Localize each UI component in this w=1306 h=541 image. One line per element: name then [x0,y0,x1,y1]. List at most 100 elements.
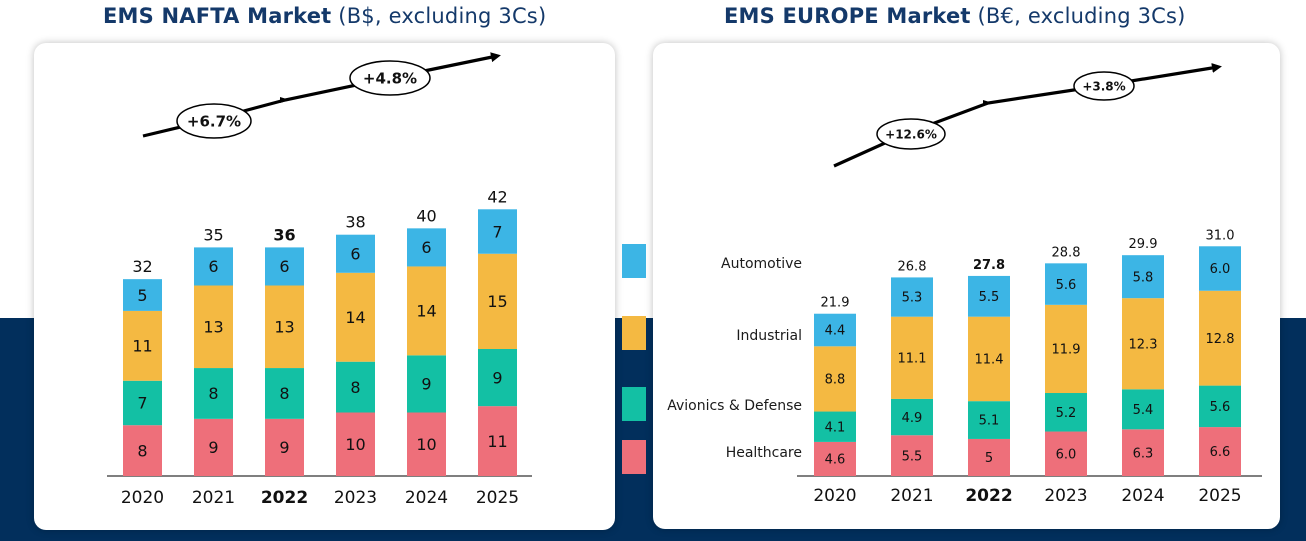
chart1-value-label: 5.3 [902,291,923,306]
chart0-growth-bubble [176,103,252,139]
chart0-value-label: 9 [208,438,218,457]
chart0-bar-healthcare-2022 [265,418,304,476]
chart1-bar-avionics-2025 [1199,385,1241,428]
chart0-bar-industrial-2023 [336,272,375,362]
chart0-value-label: 11 [132,337,152,356]
chart1-value-label: 6.3 [1133,446,1154,461]
chart0-value-label: 10 [416,435,436,454]
chart0-value-label: 7 [137,394,147,413]
chart1-bar-automotive-2024 [1122,255,1164,299]
chart0-value-label: 9 [279,438,289,457]
chart0-bar-industrial-2022 [265,285,304,369]
chart1-value-label: 4.9 [902,411,923,426]
chart1-tick-label: 2023 [1044,486,1087,506]
chart0-value-label: 15 [487,292,507,311]
chart1-bar-healthcare-2020 [814,441,856,476]
nafta-chart-title: EMS NAFTA Market (B$, excluding 3Cs) [103,4,547,28]
chart0-total-label: 32 [132,257,152,276]
chart1-bar-healthcare-2025 [1199,427,1241,476]
legend-label-industrial: Industrial [736,328,802,344]
chart1-growth-arrow [833,63,1222,168]
chart0-value-label: 8 [279,384,289,403]
chart1-bar-industrial-2025 [1199,290,1241,386]
chart0-bar-industrial-2021 [194,285,233,369]
chart1-bar-avionics-2021 [891,398,933,436]
chart0-bar-healthcare-2020 [123,425,162,476]
legend-swatch-automotive [622,244,646,278]
chart0-value-label: 14 [345,308,365,327]
chart1-bar-automotive-2023 [1045,263,1087,305]
chart1-total-label: 31.0 [1206,228,1235,243]
chart0-bar-healthcare-2021 [194,418,233,476]
chart0-bar-avionics-2022 [265,368,304,419]
chart1-tick-label: 2021 [890,486,933,506]
chart0-bar-avionics-2020 [123,380,162,426]
chart1-bar-automotive-2025 [1199,246,1241,291]
chart1-tick-label: 2024 [1121,486,1164,506]
chart0-tick-label: 2023 [334,488,377,508]
chart0-bar-industrial-2025 [478,253,517,349]
chart1-growth-label: +12.6% [885,127,937,141]
chart1-value-label: 5.6 [1210,400,1231,415]
chart0-bar-automotive-2024 [407,228,446,267]
chart1-total-label: 26.8 [898,259,927,274]
chart0-total-label: 35 [203,225,223,244]
chart0-value-label: 6 [279,257,289,276]
chart1-bar-avionics-2020 [814,411,856,442]
chart0-value-label: 6 [421,238,431,257]
chart1-total-label: 21.9 [821,296,850,311]
chart0-value-label: 11 [487,432,507,451]
chart0-value-label: 13 [203,318,223,337]
chart1-tick-label: 2022 [965,486,1012,506]
chart0-growth-label: +6.7% [187,112,241,130]
chart1-bar-healthcare-2022 [968,438,1010,476]
chart0-value-label: 7 [492,222,502,241]
chart0-value-label: 5 [137,286,147,305]
chart1-value-label: 4.1 [825,420,846,435]
chart0-value-label: 6 [350,245,360,264]
chart1-value-label: 4.4 [825,324,846,339]
chart1-value-label: 6.0 [1210,262,1231,277]
chart1-value-label: 6.0 [1056,447,1077,462]
chart1-bar-automotive-2020 [814,313,856,347]
chart0-tick-label: 2020 [121,488,164,508]
chart0-bar-automotive-2025 [478,209,517,254]
chart1-value-label: 5.6 [1056,278,1077,293]
chart1-tick-label: 2025 [1198,486,1241,506]
chart1-bar-industrial-2023 [1045,304,1087,394]
chart1-value-label: 5.4 [1133,403,1154,418]
chart1-tick-label: 2020 [813,486,856,506]
chart0-tick-label: 2025 [476,488,519,508]
chart0-bar-automotive-2023 [336,234,375,273]
legend-label-avionics: Avionics & Defense [667,398,802,414]
europe-chart-card [653,43,1280,529]
chart1-value-label: 6.6 [1210,445,1231,460]
chart1-bar-avionics-2022 [968,401,1010,439]
chart0-tick-label: 2021 [192,488,235,508]
chart1-bar-healthcare-2023 [1045,431,1087,476]
chart1-bar-automotive-2022 [968,275,1010,317]
chart0-tick-label: 2024 [405,488,448,508]
chart0-bar-avionics-2023 [336,361,375,413]
chart0-total-label: 36 [273,225,295,244]
chart0-value-label: 8 [137,441,147,460]
chart0-value-label: 8 [350,378,360,397]
chart0-value-label: 9 [492,368,502,387]
legend-label-healthcare: Healthcare [725,445,802,461]
chart1-value-label: 11.9 [1052,343,1081,358]
chart1-value-label: 4.6 [825,453,846,468]
chart0-value-label: 14 [416,302,436,321]
chart1-bar-automotive-2021 [891,277,933,317]
chart0-growth-label: +4.8% [363,69,417,87]
chart1-value-label: 5.8 [1133,270,1154,285]
chart1-value-label: 11.1 [898,351,927,366]
chart0-total-label: 38 [345,213,365,232]
chart0-bar-automotive-2021 [194,247,233,286]
chart0-bar-healthcare-2025 [478,406,517,476]
chart1-bar-avionics-2023 [1045,393,1087,432]
chart1-value-label: 5.1 [979,414,1000,429]
chart0-bar-healthcare-2023 [336,412,375,476]
chart1-bar-industrial-2024 [1122,298,1164,390]
chart1-bar-healthcare-2021 [891,435,933,476]
